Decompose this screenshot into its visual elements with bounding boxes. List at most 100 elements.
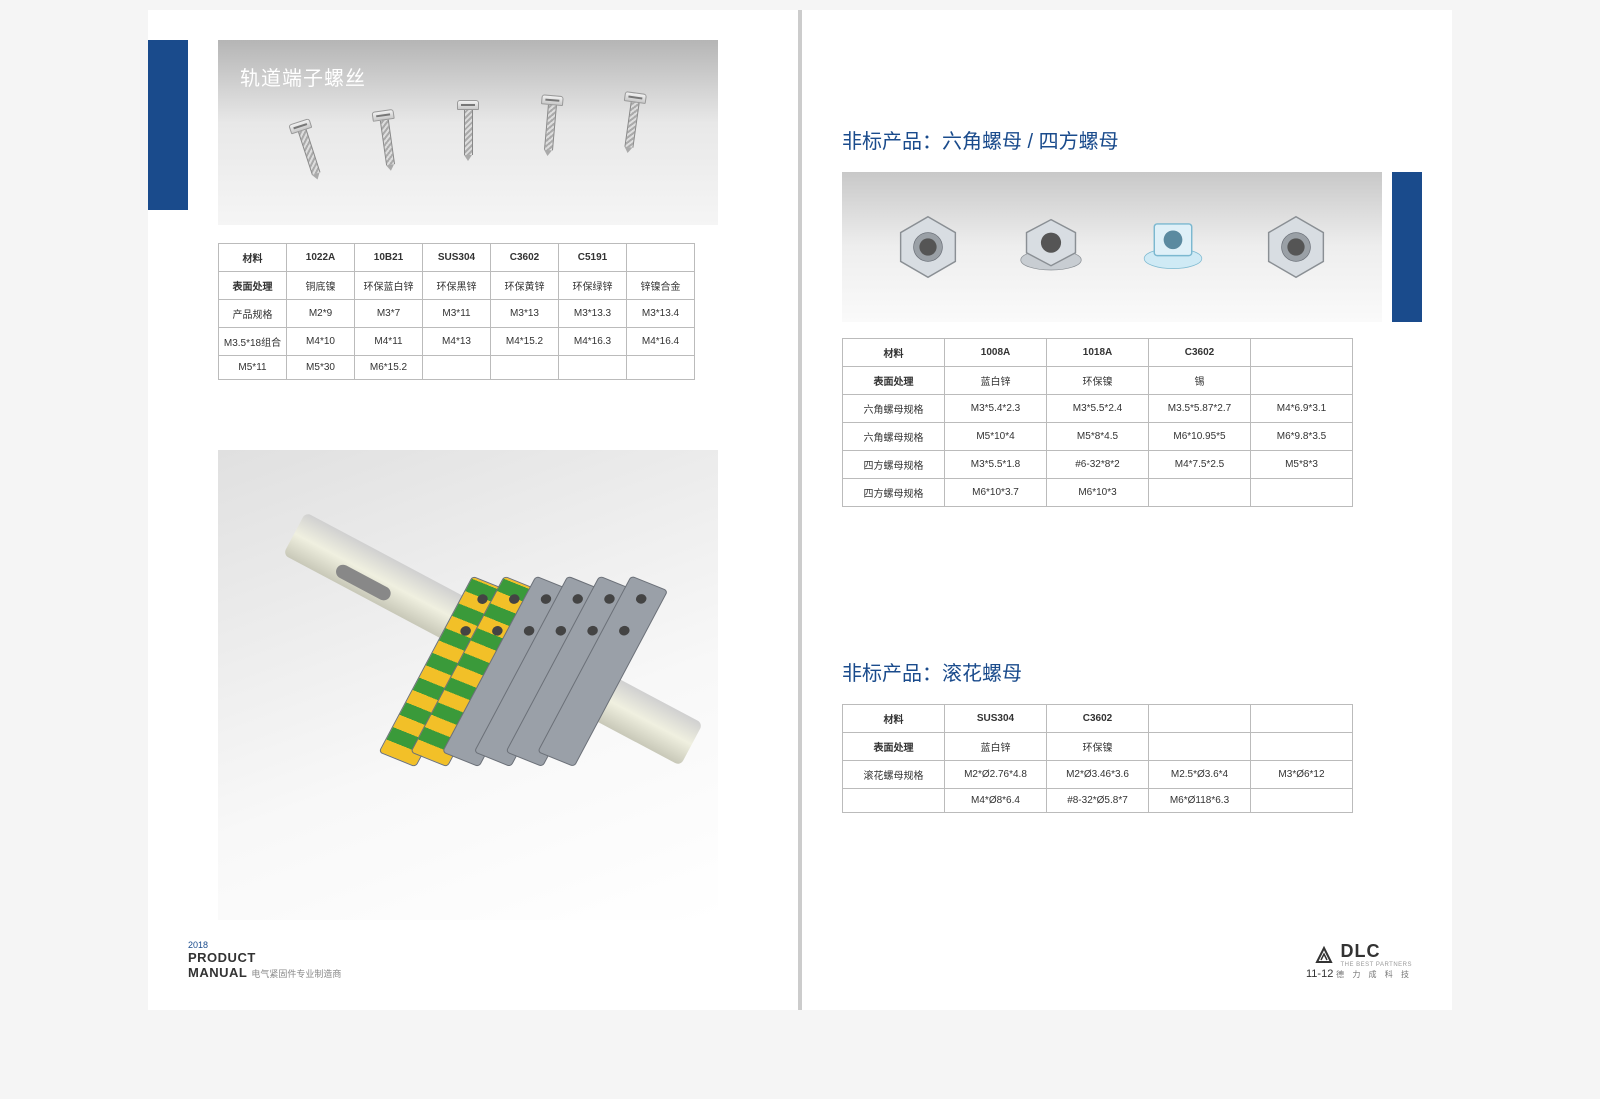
td: M5*30 (287, 356, 355, 380)
td: M5*8*4.5 (1047, 423, 1149, 451)
td: 四方螺母规格 (843, 451, 945, 479)
hero-image-screws: 轨道端子螺丝 (218, 40, 718, 225)
td: 环保绿锌 (559, 272, 627, 300)
td (1149, 733, 1251, 761)
td (559, 356, 627, 380)
th: 表面处理 (219, 272, 287, 300)
td: M6*Ø118*6.3 (1149, 789, 1251, 813)
td: M3*5.5*1.8 (945, 451, 1047, 479)
screw-spec-table: 材料 1022A 10B21 SUS304 C3602 C5191 表面处理 铜… (218, 243, 695, 380)
td (627, 356, 695, 380)
td: #6-32*8*2 (1047, 451, 1149, 479)
td: M4*6.9*3.1 (1251, 395, 1353, 423)
td: M3*Ø6*12 (1251, 761, 1353, 789)
td: M6*15.2 (355, 356, 423, 380)
footer-line2: MANUAL (188, 965, 247, 980)
screw-icon (358, 107, 421, 213)
screw-icon (519, 93, 578, 197)
td: M3*13.3 (559, 300, 627, 328)
brand-cn: 德 力 成 科 技 (1336, 970, 1412, 979)
td: M4*16.3 (559, 328, 627, 356)
th: 1018A (1047, 339, 1149, 367)
section2-title: 非标产品：滚花螺母 (842, 657, 1412, 686)
th (1251, 705, 1353, 733)
flange-nut-icon (1015, 211, 1087, 283)
screw-icon (597, 89, 660, 195)
td: 环保蓝白锌 (355, 272, 423, 300)
right-footer: DLC THE BEST PARTNERS 11-12 德 力 成 科 技 (1306, 941, 1412, 980)
th: SUS304 (423, 244, 491, 272)
right-page: 非标产品：六角螺母 / 四方螺母 (802, 10, 1452, 1010)
th (627, 244, 695, 272)
td: M4*Ø8*6.4 (945, 789, 1047, 813)
th (1149, 705, 1251, 733)
hero-title: 轨道端子螺丝 (240, 62, 366, 91)
th: 10B21 (355, 244, 423, 272)
td (1149, 479, 1251, 507)
td: 环保镍 (1047, 733, 1149, 761)
td: M6*10*3 (1047, 479, 1149, 507)
th: 材料 (843, 705, 945, 733)
td: 滚花螺母规格 (843, 761, 945, 789)
td: M5*8*3 (1251, 451, 1353, 479)
td: 四方螺母规格 (843, 479, 945, 507)
th: C3602 (1149, 339, 1251, 367)
th: 表面处理 (843, 367, 945, 395)
td (1251, 479, 1353, 507)
brand-name: DLC (1340, 941, 1412, 962)
td (1251, 789, 1353, 813)
td: M3*13 (491, 300, 559, 328)
td: M4*15.2 (491, 328, 559, 356)
td (423, 356, 491, 380)
td: M2.5*Ø3.6*4 (1149, 761, 1251, 789)
th: SUS304 (945, 705, 1047, 733)
th: C5191 (559, 244, 627, 272)
left-footer: 2018 PRODUCT MANUAL电气紧固件专业制造商 (188, 940, 341, 980)
th: C3602 (1047, 705, 1149, 733)
td: M4*7.5*2.5 (1149, 451, 1251, 479)
td: M4*16.4 (627, 328, 695, 356)
footer-line1: PRODUCT (188, 950, 256, 965)
td: 六角螺母规格 (843, 395, 945, 423)
td: M3*5.4*2.3 (945, 395, 1047, 423)
catalog-spread: 轨道端子螺丝 材料 1022A 10B21 SUS304 C3602 C5191… (148, 10, 1452, 1010)
td: M4*11 (355, 328, 423, 356)
td: M5*10*4 (945, 423, 1047, 451)
td: 铜底镍 (287, 272, 355, 300)
page-number: 11-12 (1306, 968, 1333, 980)
td: 锡 (1149, 367, 1251, 395)
nut-spec-table: 材料 1008A 1018A C3602 表面处理 蓝白锌 环保镍 锡 六角螺母… (842, 338, 1353, 507)
screw-icon (443, 100, 493, 200)
td: M3.5*5.87*2.7 (1149, 395, 1251, 423)
hex-nut-icon (1260, 211, 1332, 283)
td: 蓝白锌 (945, 733, 1047, 761)
right-blue-accent (1392, 172, 1422, 322)
td: M2*Ø2.76*4.8 (945, 761, 1047, 789)
td: M3*13.4 (627, 300, 695, 328)
td: M3*5.5*2.4 (1047, 395, 1149, 423)
td: M2*Ø3.46*3.6 (1047, 761, 1149, 789)
td: 产品规格 (219, 300, 287, 328)
th: 1008A (945, 339, 1047, 367)
square-nut-icon (1137, 211, 1209, 283)
th: C3602 (491, 244, 559, 272)
td (1251, 367, 1353, 395)
th: 1022A (287, 244, 355, 272)
td: 六角螺母规格 (843, 423, 945, 451)
td: M2*9 (287, 300, 355, 328)
td: M4*13 (423, 328, 491, 356)
th (1251, 339, 1353, 367)
td: M3.5*18组合 (219, 328, 287, 356)
td (491, 356, 559, 380)
td: M3*11 (423, 300, 491, 328)
terminal-block-photo (218, 450, 718, 920)
hex-nut-icon (892, 211, 964, 283)
td: 锌镍合金 (627, 272, 695, 300)
screw-icon (275, 114, 353, 225)
td (1251, 733, 1353, 761)
td: 环保黑锌 (423, 272, 491, 300)
td: #8-32*Ø5.8*7 (1047, 789, 1149, 813)
th: 材料 (219, 244, 287, 272)
hero-image-nuts (842, 172, 1382, 322)
th: 表面处理 (843, 733, 945, 761)
